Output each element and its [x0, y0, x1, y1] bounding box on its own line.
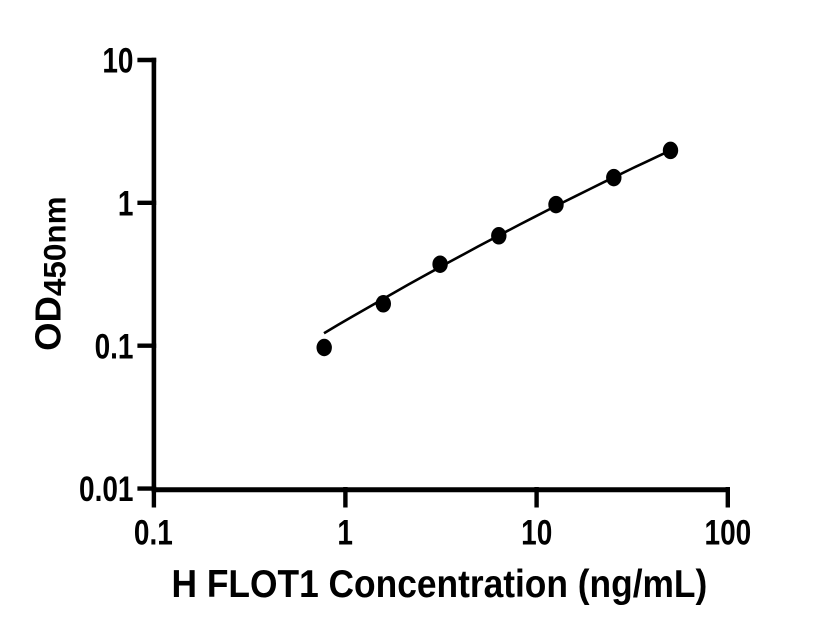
svg-text:0.1: 0.1 [134, 512, 173, 552]
svg-text:1: 1 [337, 512, 353, 552]
svg-text:0.01: 0.01 [79, 469, 133, 509]
svg-text:10: 10 [102, 41, 133, 81]
svg-text:H FLOT1 Concentration (ng/mL): H FLOT1 Concentration (ng/mL) [172, 562, 708, 606]
svg-text:100: 100 [705, 512, 752, 552]
svg-text:1: 1 [118, 183, 134, 223]
svg-text:0.1: 0.1 [95, 326, 134, 366]
svg-text:10: 10 [521, 512, 552, 552]
